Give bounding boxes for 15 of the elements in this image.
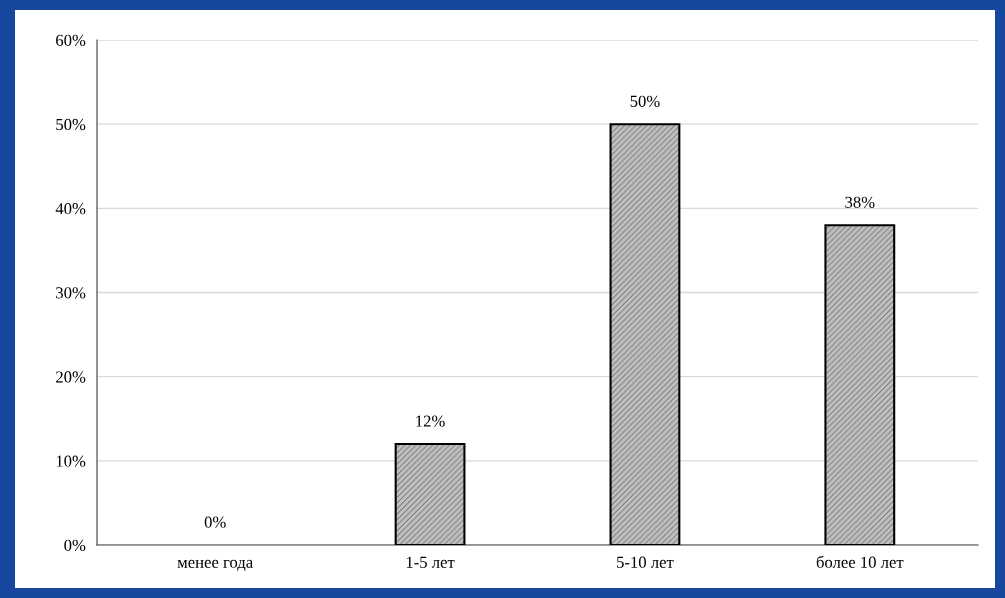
data-label: 0% <box>204 516 226 528</box>
x-tick-label: 5-10 лет <box>617 556 674 568</box>
x-tick-label: более 10 лет <box>816 555 904 568</box>
data-label: 38% <box>845 196 875 208</box>
x-tick-label: менее года <box>177 559 253 571</box>
data-label: 50% <box>630 95 660 107</box>
y-tick-label: 30% <box>56 287 86 299</box>
y-tick-label: 40% <box>55 203 86 215</box>
y-tick-label: 60% <box>56 34 86 46</box>
y-tick-label: 20% <box>56 371 86 383</box>
data-label: 12% <box>416 415 445 427</box>
x-tick-label: 1-5 лет <box>406 556 455 568</box>
y-tick-label: 50% <box>56 118 86 131</box>
y-tick-label: 0% <box>64 539 86 551</box>
y-tick-label: 10% <box>56 455 86 467</box>
